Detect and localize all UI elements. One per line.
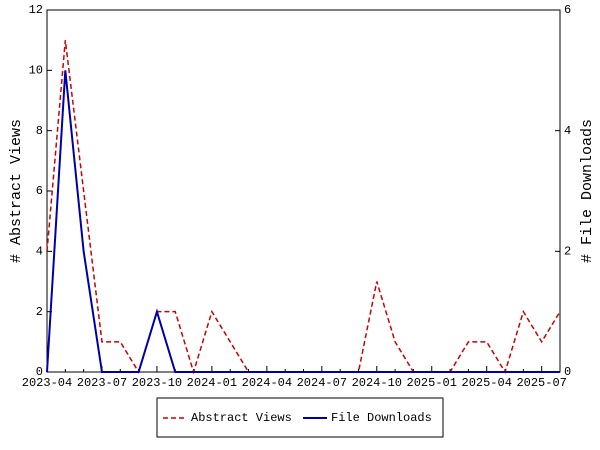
data-line <box>46 70 560 373</box>
legend-box <box>156 397 444 438</box>
x-tick-label: 2024-07 <box>297 376 347 390</box>
y-tick-label: 4 <box>36 245 43 259</box>
y2-axis-title: # File Downloads <box>579 119 596 263</box>
y-tick-label: 6 <box>36 184 43 198</box>
y-tick-label: 8 <box>36 124 43 138</box>
y2-tick-label: 4 <box>564 124 571 138</box>
y-tick-label: 12 <box>29 3 43 17</box>
x-tick-label: 2023-10 <box>132 376 182 390</box>
y-tick-label: 0 <box>36 365 43 379</box>
y-axis-title: # Abstract Views <box>8 119 25 263</box>
x-tick-label: 2024-01 <box>187 376 237 390</box>
x-tick-label: 2025-04 <box>462 376 512 390</box>
y2-tick-label: 0 <box>564 365 571 379</box>
x-tick-label: 2024-10 <box>352 376 402 390</box>
x-tick-label: 2025-07 <box>516 376 566 390</box>
data-line <box>46 40 561 375</box>
x-tick-label: 2025-01 <box>407 376 457 390</box>
legend-label: Abstract Views <box>191 411 292 425</box>
legend-label: File Downloads <box>331 411 432 425</box>
x-tick-label: 2023-07 <box>77 376 127 390</box>
y2-tick-label: 2 <box>564 245 571 259</box>
y2-tick-label: 6 <box>564 3 571 17</box>
y-tick-label: 2 <box>36 305 43 319</box>
plot-frame <box>46 9 561 373</box>
x-tick-label: 2024-04 <box>242 376 292 390</box>
y-tick-label: 10 <box>29 64 43 78</box>
x-tick-label: 2023-04 <box>22 376 72 390</box>
